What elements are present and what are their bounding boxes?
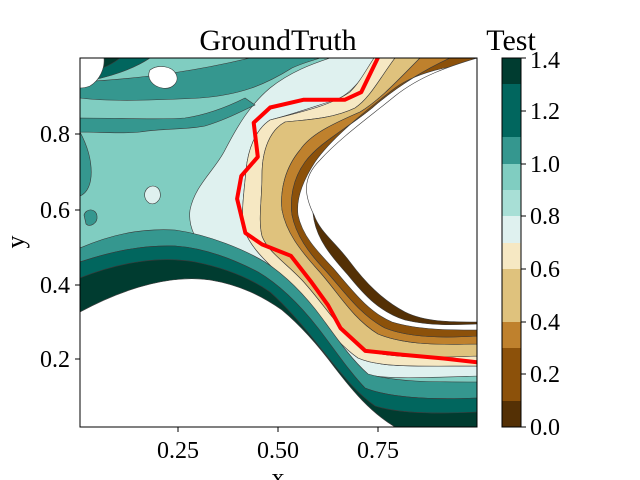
blank-region-top-left <box>80 58 105 89</box>
y-tick-label: 0.4 <box>40 273 70 299</box>
colorbar-frame <box>501 57 522 428</box>
colorbar-segment <box>502 348 521 401</box>
contour-island-teal <box>83 209 98 226</box>
x-axis: 0.25 0.50 0.75 x <box>157 427 399 480</box>
y-tick-label: 0.6 <box>40 198 70 224</box>
y-axis: 0.2 0.4 0.6 0.8 y <box>1 122 80 373</box>
x-tick-label: 0.50 <box>257 438 299 464</box>
colorbar-segment <box>502 269 521 322</box>
colorbar-tick-label: 0.0 <box>530 415 560 441</box>
colorbar-tick-label: 0.6 <box>530 257 560 283</box>
colorbar-title: Test <box>486 24 536 57</box>
colorbar-tick-label: 1.4 <box>530 48 560 74</box>
colorbar-segment <box>502 137 521 164</box>
y-axis-label: y <box>1 236 30 249</box>
x-tick-label: 0.25 <box>157 438 199 464</box>
plot-area <box>80 58 477 427</box>
colorbar-tick-label: 0.8 <box>530 204 560 230</box>
colorbar-segment <box>502 216 521 243</box>
contour-core-white <box>306 58 477 323</box>
x-tick-label: 0.75 <box>357 438 399 464</box>
blank-region-lower-left <box>80 278 396 427</box>
colorbar-segment <box>502 58 521 84</box>
colorbar-segment <box>502 84 521 137</box>
colorbar-segment <box>502 322 521 348</box>
colorbar-segment <box>502 190 521 216</box>
colorbar-tick-label: 0.4 <box>530 310 560 336</box>
y-tick-label: 0.2 <box>40 347 70 373</box>
x-axis-label: x <box>272 463 285 480</box>
contour-band-mid-teal <box>80 58 477 399</box>
colorbar-tick-label: 0.2 <box>530 362 560 388</box>
chart-title: GroundTruth <box>199 24 356 57</box>
blank-island <box>148 66 178 89</box>
colorbar-segment <box>502 401 521 427</box>
colorbar-tick-label: 1.2 <box>530 99 560 125</box>
highlight-contour-line <box>235 58 477 365</box>
contour-island-light <box>144 185 161 205</box>
colorbar-tick-label: 1.0 <box>530 152 560 178</box>
colorbar-segment <box>502 243 521 269</box>
y-tick-label: 0.8 <box>40 122 70 148</box>
colorbar: 0.0 0.2 0.4 0.6 0.8 1.0 1.2 1.4 <box>501 48 560 441</box>
colorbar-segment <box>502 164 521 190</box>
